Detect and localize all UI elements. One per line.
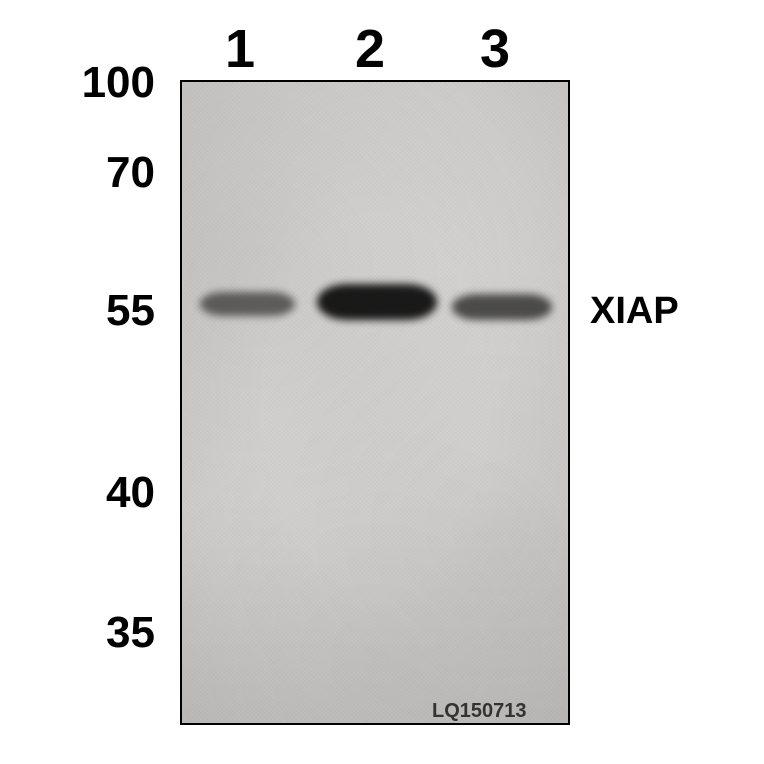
mw-marker-100: 100 bbox=[82, 58, 155, 108]
mw-marker-55: 55 bbox=[106, 286, 155, 336]
band-lane-3 bbox=[452, 294, 552, 320]
watermark-code: LQ150713 bbox=[432, 700, 527, 723]
mw-marker-35: 35 bbox=[106, 608, 155, 658]
band-lane-2 bbox=[317, 284, 437, 320]
blot-membrane: LQ150713 bbox=[180, 80, 570, 725]
blot-figure: 100 70 55 40 35 1 2 3 LQ150713 XIAP bbox=[0, 0, 764, 764]
lane-label-2: 2 bbox=[355, 18, 385, 80]
protein-label-xiap: XIAP bbox=[590, 290, 679, 333]
mw-marker-40: 40 bbox=[106, 468, 155, 518]
lane-label-1: 1 bbox=[225, 18, 255, 80]
blot-shadow-bottom bbox=[182, 499, 568, 723]
lane-label-3: 3 bbox=[480, 18, 510, 80]
mw-marker-70: 70 bbox=[106, 148, 155, 198]
band-lane-1 bbox=[200, 292, 295, 316]
